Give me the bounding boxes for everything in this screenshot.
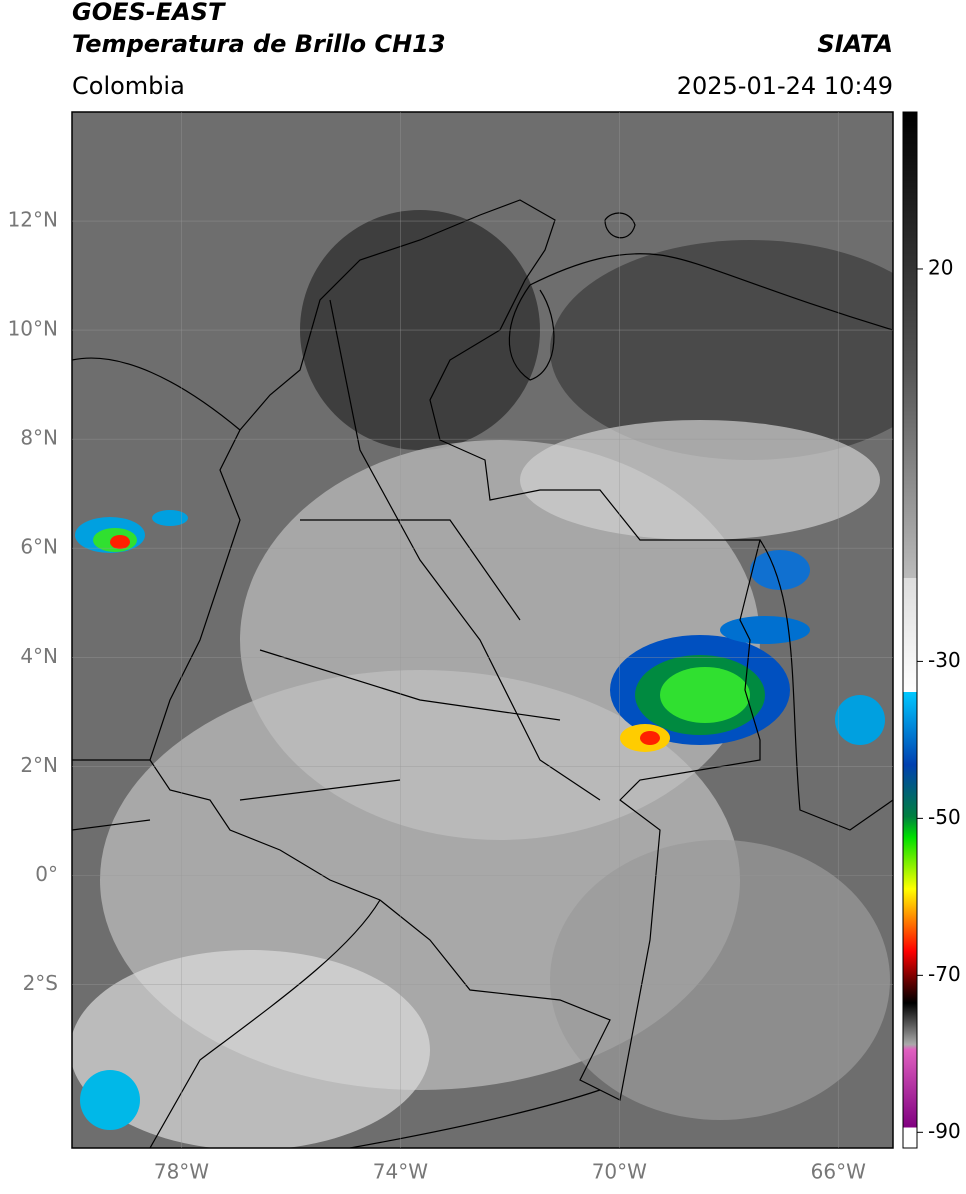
colorbar-tick-label: -30 [928, 648, 961, 672]
colorbar [902, 111, 918, 1149]
title: GOES-EAST [72, 0, 226, 26]
y-tick-label: 8°N [20, 426, 58, 450]
y-tick-label: 10°N [8, 317, 58, 341]
y-tick-label: 2°N [20, 753, 58, 777]
y-tick-label: 12°N [8, 208, 58, 232]
map-frame [71, 111, 894, 1149]
colorbar-tick-label: 20 [928, 255, 953, 279]
y-tick-label: 6°N [20, 535, 58, 559]
colorbar-tick-label: -50 [928, 805, 961, 829]
datetime: 2025-01-24 10:49 [677, 72, 893, 100]
y-tick-label: 0° [35, 862, 58, 886]
y-tick-label: 4°N [20, 644, 58, 668]
x-tick-label: 66°W [811, 1160, 866, 1184]
map-image [72, 112, 893, 1148]
y-tick-label: 2°S [23, 971, 58, 995]
x-tick-label: 78°W [154, 1160, 209, 1184]
subtitle: Temperatura de Brillo CH13 [72, 30, 446, 58]
x-tick-label: 70°W [592, 1160, 647, 1184]
region: Colombia [72, 72, 185, 100]
colorbar-tick-label: -70 [928, 962, 961, 986]
colorbar-tick-label: -90 [928, 1119, 961, 1143]
source: SIATA [817, 30, 893, 58]
x-tick-label: 74°W [373, 1160, 428, 1184]
